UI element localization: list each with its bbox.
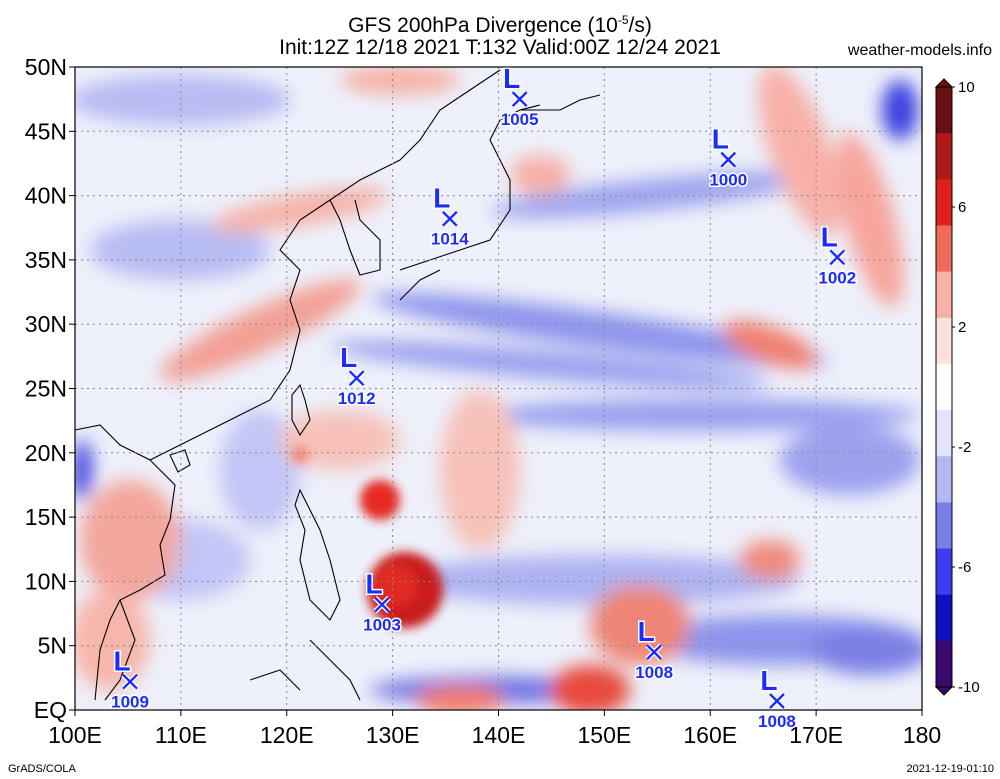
lat-axis: 50N 45N 40N 35N 30N 25N 20N 15N 10N 5N EQ: [25, 54, 75, 723]
lat-tick-label: 5N: [38, 633, 67, 659]
low-center-x: [374, 596, 390, 613]
colorbar-label: 6: [958, 199, 966, 216]
low-center-x: [511, 91, 528, 107]
low-letter: L: [821, 221, 838, 252]
low-center-x: [720, 151, 737, 168]
colorbar-label: 2: [958, 319, 966, 336]
low-marker: L 1005: [499, 62, 540, 131]
colorbar-segment: [936, 640, 952, 688]
low-center-x: [769, 693, 785, 709]
lat-tick-label: 20N: [25, 440, 67, 466]
colorbar-segment: [936, 548, 952, 596]
lon-tick-label: 160E: [683, 722, 737, 748]
lon-tick-label: 120E: [260, 722, 314, 748]
lon-tick-label: 110E: [155, 722, 207, 748]
low-pressure-markers: L 1005 L 1000 L 1014 L 1002 L 1012 L 1003 L 1008 L 1009…: [110, 62, 858, 733]
low-pressure-value: 1009: [111, 693, 149, 712]
lon-axis: 100E 110E 120E 130E 140E 150E 160E 170E 180: [48, 710, 941, 748]
colorbar-segment: [936, 502, 952, 550]
low-marker: L 1003: [362, 567, 403, 636]
low-marker: L 1014: [429, 181, 470, 250]
colorbar-label: -6: [958, 559, 971, 576]
colorbar-segment: [936, 179, 952, 226]
lat-tick-label: 45N: [25, 118, 67, 144]
low-center-x: [122, 673, 138, 690]
coastlines: [75, 69, 601, 701]
lat-tick-label: 15N: [25, 504, 67, 530]
lat-lon-grid: [75, 67, 922, 710]
low-letter: L: [712, 124, 729, 155]
low-pressure-value: 1008: [635, 663, 673, 682]
colorbar-segment: [936, 363, 952, 411]
lat-tick-label: 35N: [25, 247, 67, 273]
low-letter: L: [760, 665, 777, 696]
low-center-x: [829, 249, 846, 266]
low-center-x: [348, 370, 365, 387]
low-pressure-value: 1003: [363, 616, 401, 635]
low-pressure-value: 1000: [709, 171, 747, 190]
colorbar-segment: [936, 456, 952, 503]
colorbar: 10 6 2 -2 -6 -10: [934, 78, 980, 696]
low-letter: L: [433, 183, 450, 214]
footer-software: GrADS/COLA: [8, 763, 76, 775]
low-marker: L 1008: [757, 663, 798, 732]
lat-tick-label: EQ: [34, 697, 67, 723]
low-pressure-value: 1005: [501, 110, 539, 129]
low-letter: L: [503, 63, 520, 94]
low-pressure-value: 1014: [431, 230, 469, 249]
lon-tick-label: 180: [903, 722, 941, 748]
low-marker: L 1008: [634, 615, 675, 684]
low-letter: L: [340, 342, 357, 373]
colorbar-segment: [936, 594, 952, 642]
colorbar-segment: [936, 225, 952, 273]
colorbar-segment: [936, 317, 952, 365]
low-center-x: [441, 210, 458, 227]
lat-tick-label: 50N: [25, 54, 67, 80]
low-letter: L: [365, 569, 382, 600]
footer-timestamp: 2021-12-19-01:10: [906, 763, 994, 775]
low-pressure-value: 1012: [338, 389, 376, 408]
lon-tick-label: 170E: [789, 722, 843, 748]
lat-tick-label: 40N: [25, 183, 67, 209]
low-letter: L: [638, 616, 655, 647]
divergence-field: [75, 67, 922, 710]
colorbar-top-arrow: [934, 78, 954, 88]
colorbar-label: -10: [958, 679, 980, 696]
colorbar-segment: [936, 271, 952, 319]
lon-tick-label: 140E: [472, 722, 526, 748]
map-title: GFS 200hPa Divergence (10-5/s): [348, 13, 652, 37]
lat-tick-label: 25N: [25, 376, 67, 402]
colorbar-segment: [936, 133, 952, 180]
low-marker: L 1012: [336, 341, 377, 410]
lat-tick-label: 30N: [25, 311, 67, 337]
low-pressure-value: 1002: [818, 268, 856, 287]
site-label: weather-models.info: [847, 42, 992, 59]
map-subtitle: Init:12Z 12/18 2021 T:132 Valid:00Z 12/2…: [279, 36, 721, 59]
low-marker: L 1002: [817, 220, 858, 289]
low-marker: L 1009: [110, 644, 151, 713]
lon-tick-label: 130E: [366, 722, 420, 748]
colorbar-bottom-arrow: [934, 686, 954, 696]
colorbar-segment: [936, 410, 952, 457]
low-center-x: [646, 644, 662, 660]
lon-tick-label: 150E: [578, 722, 632, 748]
colorbar-label: 10: [958, 79, 975, 96]
low-pressure-value: 1008: [758, 712, 796, 731]
colorbar-segment: [936, 87, 952, 134]
colorbar-label: -2: [958, 439, 971, 456]
low-marker: L 1000: [708, 122, 749, 191]
low-letter: L: [114, 646, 131, 677]
lon-tick-label: 100E: [48, 722, 102, 748]
lat-tick-label: 10N: [25, 568, 67, 594]
